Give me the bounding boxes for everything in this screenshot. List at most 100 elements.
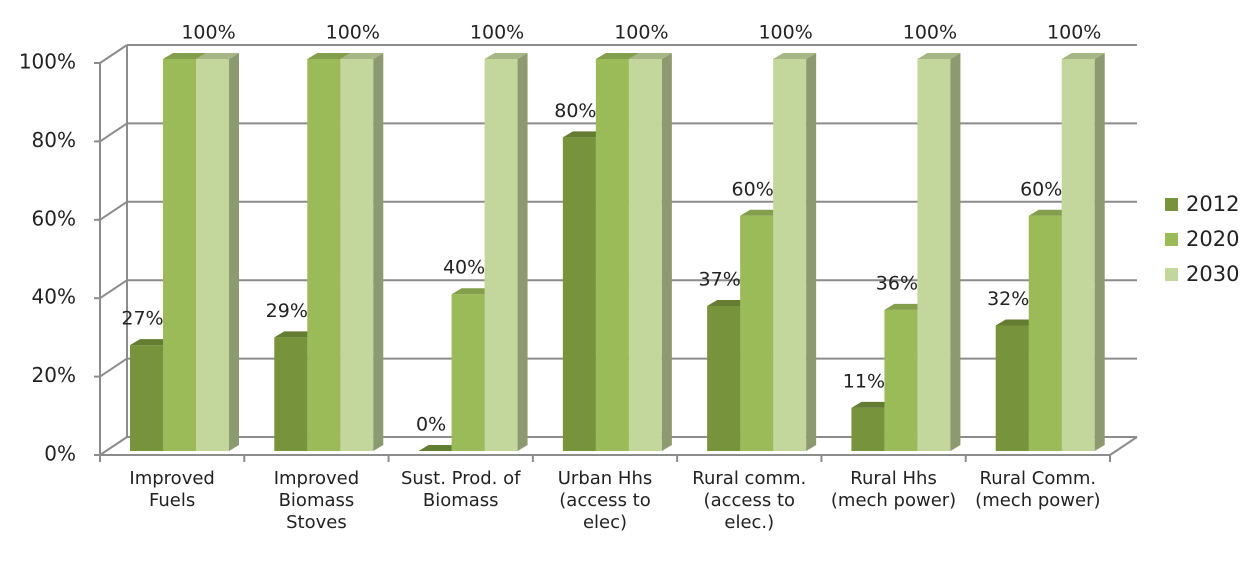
- legend-label: 2012: [1186, 192, 1239, 216]
- bar-front: [595, 59, 629, 451]
- bar-top: [1028, 209, 1072, 216]
- bar-front: [851, 407, 885, 451]
- bar-front: [130, 345, 163, 451]
- x-tick-label: Rural comm. (access to elec.): [692, 468, 807, 533]
- bar-front: [628, 59, 662, 451]
- bar-top: [562, 131, 606, 138]
- floor-right-edge: [1109, 436, 1138, 456]
- data-label: 100%: [470, 22, 524, 44]
- data-label: 100%: [1047, 22, 1101, 44]
- y-tick-label: 0%: [44, 442, 76, 466]
- bar-top: [851, 401, 895, 408]
- y-tick-label: 80%: [32, 128, 76, 152]
- bar-front: [484, 59, 518, 451]
- legend-swatch: [1165, 198, 1178, 211]
- bar-top: [451, 288, 495, 295]
- bar-front: [163, 59, 196, 451]
- y-tick-label: 60%: [32, 206, 76, 230]
- bar-top: [274, 331, 318, 338]
- bar-front: [196, 59, 229, 451]
- bar: [484, 53, 528, 451]
- bar-top: [707, 299, 751, 306]
- legend-swatch: [1165, 268, 1178, 281]
- data-label: 80%: [554, 100, 596, 122]
- bar-front: [562, 137, 596, 451]
- bar: [196, 53, 239, 451]
- bar-front: [773, 59, 807, 451]
- grid-slant: [99, 122, 128, 143]
- bar: [917, 53, 961, 451]
- grid-slant: [99, 44, 128, 64]
- bar-top: [484, 53, 528, 59]
- bar-side: [661, 53, 672, 451]
- bar-front: [884, 309, 918, 451]
- bar-top: [307, 53, 351, 59]
- bar-top: [130, 339, 173, 346]
- data-label: 29%: [266, 300, 308, 322]
- bar-top: [740, 209, 784, 216]
- data-label: 100%: [326, 22, 380, 44]
- bar-top: [773, 53, 817, 59]
- data-label: 100%: [181, 22, 235, 44]
- x-tick-label: Sust. Prod. of Biomass: [400, 468, 521, 511]
- bar-front: [274, 337, 308, 451]
- bar-front: [451, 294, 485, 451]
- bar-side: [517, 53, 528, 451]
- data-label: 27%: [121, 308, 163, 330]
- bar-top: [163, 53, 206, 59]
- bar-top: [196, 53, 239, 59]
- data-label: 40%: [443, 257, 485, 279]
- data-label: 60%: [1020, 178, 1062, 200]
- grid-slant: [99, 279, 128, 300]
- legend-swatch: [1165, 233, 1178, 246]
- data-label: 0%: [416, 414, 446, 436]
- bar-side: [1094, 53, 1105, 451]
- bar-front: [307, 59, 341, 451]
- y-tick-label: 40%: [32, 285, 76, 309]
- data-label: 100%: [903, 22, 957, 44]
- bar-front: [740, 215, 774, 451]
- bar-front: [340, 59, 374, 451]
- data-label: 100%: [614, 22, 668, 44]
- x-tick-label: Improved Fuels: [129, 468, 215, 511]
- grid-slant: [99, 436, 128, 456]
- grid-slant: [99, 357, 128, 378]
- bar-front: [995, 325, 1029, 451]
- bar: [773, 53, 817, 451]
- bar: [1061, 53, 1105, 451]
- data-label: 37%: [699, 268, 741, 290]
- data-label: 11%: [843, 370, 885, 392]
- bar-top: [340, 53, 384, 59]
- data-label: 36%: [876, 272, 918, 294]
- bar-top: [595, 53, 639, 59]
- bar: [340, 53, 384, 451]
- bar-front: [917, 59, 951, 451]
- bar: [628, 53, 672, 451]
- legend-label: 2020: [1186, 227, 1239, 251]
- grid-slant: [99, 200, 128, 221]
- bar-front: [1061, 59, 1095, 451]
- bar: [418, 445, 462, 451]
- bar-top: [628, 53, 672, 59]
- bar-top: [1061, 53, 1105, 59]
- x-tick-label: Improved Biomass Stoves: [273, 468, 360, 533]
- x-tick-label: Rural Comm. (mech power): [975, 468, 1101, 511]
- bar-top: [418, 445, 462, 451]
- data-label: 60%: [732, 178, 774, 200]
- bar-side: [373, 53, 384, 451]
- legend-label: 2030: [1186, 262, 1239, 286]
- bar-side: [229, 53, 239, 451]
- bar-side: [806, 53, 817, 451]
- data-label: 32%: [987, 288, 1029, 310]
- x-tick-label: Urban Hhs (access to elec): [557, 468, 653, 533]
- bar-top: [884, 303, 928, 310]
- y-tick-label: 20%: [32, 363, 76, 387]
- bar-top: [917, 53, 961, 59]
- bar-top: [995, 319, 1039, 326]
- bar-side: [950, 53, 961, 451]
- bar-front: [1028, 215, 1062, 451]
- bar-front: [707, 305, 741, 451]
- data-label: 100%: [758, 22, 812, 44]
